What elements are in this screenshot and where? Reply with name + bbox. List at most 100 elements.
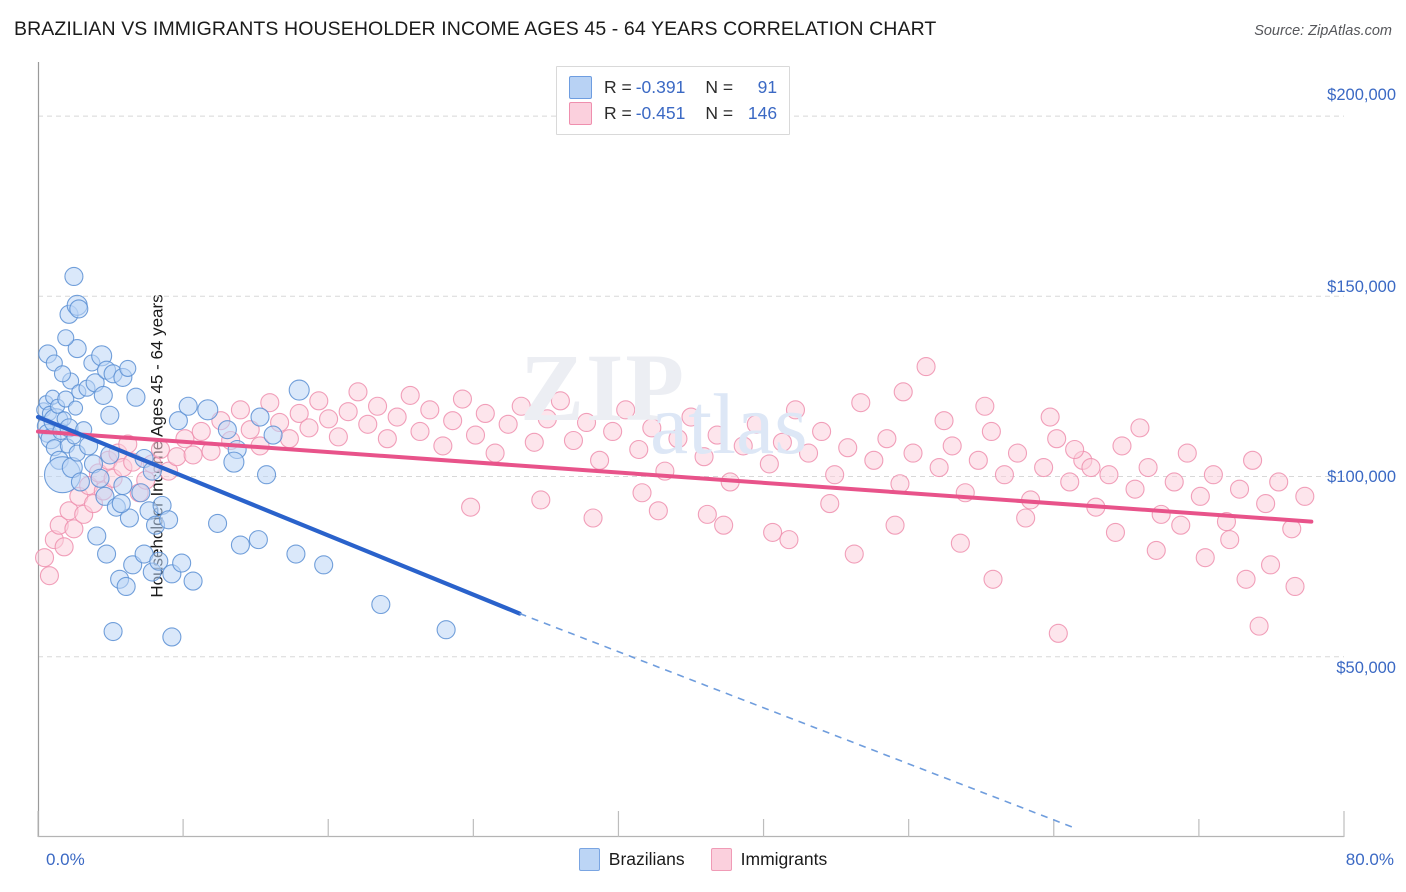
data-point — [746, 414, 766, 434]
data-point — [162, 627, 182, 647]
data-point — [1034, 457, 1054, 478]
data-point — [1146, 540, 1166, 560]
data-point — [916, 357, 936, 377]
data-point — [942, 436, 962, 456]
trend-line-immigrants — [36, 429, 1314, 524]
data-point — [981, 421, 1001, 442]
data-point — [57, 390, 75, 408]
data-point — [64, 266, 84, 287]
data-point — [983, 569, 1003, 589]
data-point — [1060, 472, 1080, 492]
stats-swatch-brazilians-icon — [569, 75, 592, 99]
data-point — [1229, 479, 1250, 499]
stats-r-label-brazilians: R = — [604, 76, 632, 97]
series-points-brazilians — [36, 266, 456, 647]
data-point — [1295, 486, 1315, 506]
data-point — [812, 421, 832, 442]
data-point — [39, 566, 59, 586]
x-axis-max-label: 80.0% — [1345, 850, 1394, 869]
data-point — [531, 490, 551, 510]
data-point — [191, 421, 211, 442]
data-point — [1269, 472, 1289, 492]
data-point — [1047, 429, 1067, 449]
data-point — [668, 429, 688, 449]
data-point — [825, 465, 845, 485]
data-point — [338, 402, 358, 422]
data-point — [87, 526, 107, 546]
data-point — [387, 407, 407, 427]
trend-line-brazilians — [35, 414, 522, 616]
data-point — [289, 403, 309, 424]
data-point — [603, 421, 623, 442]
data-point — [885, 515, 905, 535]
data-point — [208, 513, 228, 533]
data-point — [69, 299, 89, 319]
stats-n-label-brazilians: N = — [705, 76, 734, 97]
data-point — [371, 594, 391, 615]
data-point — [1177, 443, 1197, 463]
data-point — [250, 407, 270, 427]
data-point — [798, 443, 819, 463]
data-point — [681, 407, 701, 427]
data-point — [820, 494, 840, 514]
data-point — [475, 403, 495, 424]
data-point — [877, 429, 897, 449]
legend-item-immigrants[interactable]: Immigrants — [710, 848, 828, 871]
data-point — [1016, 508, 1036, 528]
data-point — [159, 510, 179, 530]
data-point — [183, 445, 203, 465]
data-point — [149, 551, 169, 571]
data-point — [864, 450, 884, 470]
data-point — [172, 553, 192, 573]
data-point — [763, 522, 783, 542]
legend-label-immigrants: Immigrants — [740, 849, 828, 869]
data-point — [223, 451, 245, 473]
page-title: BRAZILIAN VS IMMIGRANTS HOUSEHOLDER INCO… — [14, 18, 937, 40]
data-point — [632, 483, 652, 503]
stats-r-value-brazilians: -0.391 — [635, 76, 686, 97]
data-point — [485, 443, 505, 463]
data-point — [420, 400, 440, 420]
legend-label-brazilians: Brazilians — [608, 849, 685, 869]
data-point — [1048, 623, 1068, 643]
data-point — [34, 548, 55, 568]
data-point — [950, 533, 970, 553]
data-point — [1040, 407, 1060, 427]
data-point — [197, 399, 219, 421]
source-attribution: Source: ZipAtlas.com — [1254, 23, 1392, 39]
series-points-immigrants — [34, 357, 1315, 643]
data-point — [697, 504, 717, 524]
stats-swatch-immigrants-icon — [569, 101, 592, 125]
data-point — [465, 425, 486, 445]
legend-swatch-immigrants-icon — [710, 848, 732, 871]
data-point — [1164, 472, 1184, 492]
stats-row-immigrants: R = -0.451 N = 146 — [569, 100, 777, 126]
data-point — [167, 447, 187, 467]
data-point — [119, 508, 139, 528]
data-point — [54, 537, 74, 557]
data-point — [150, 439, 170, 460]
data-point — [67, 339, 87, 359]
data-point — [893, 382, 913, 402]
data-point — [994, 465, 1014, 485]
chart-plot-area — [34, 62, 1345, 838]
data-point — [230, 400, 250, 420]
data-point — [57, 329, 75, 347]
data-point — [779, 530, 799, 550]
data-point — [1243, 450, 1263, 470]
data-point — [642, 418, 662, 438]
data-point — [286, 544, 306, 564]
data-point — [1260, 555, 1281, 575]
data-point — [1105, 522, 1125, 542]
data-point — [368, 396, 388, 416]
legend-item-brazilians[interactable]: Brazilians — [578, 848, 685, 871]
data-point — [583, 508, 603, 528]
data-point — [175, 429, 195, 449]
data-point — [838, 438, 858, 458]
data-point — [1151, 504, 1171, 524]
data-point — [1220, 530, 1240, 550]
data-point — [358, 414, 378, 434]
y-tick-200000: $200,000 — [1327, 86, 1396, 104]
data-point — [1112, 436, 1132, 456]
y-tick-50000: $50,000 — [1336, 659, 1396, 677]
